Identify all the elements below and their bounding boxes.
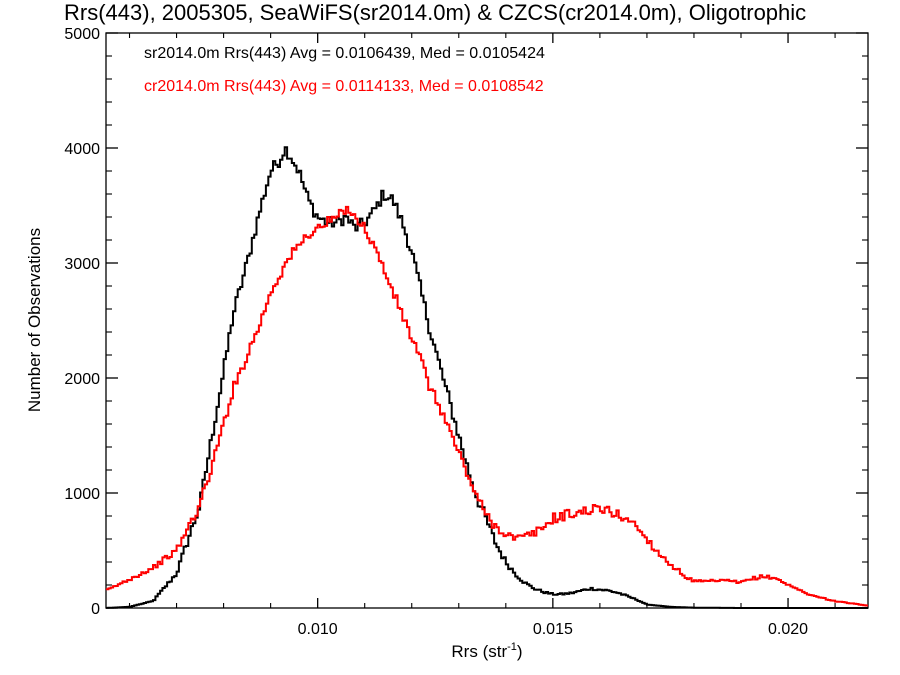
x-axis-label-superscript: -1 — [507, 641, 517, 653]
axis-tick-labels: 0.010 0.015 0.020 0 1000 2000 3000 4000 5000 — [64, 26, 808, 638]
y-tick-label: 0 — [91, 601, 100, 618]
legend-entry-sr2014: sr2014.0m Rrs(443) Avg = 0.0106439, Med … — [144, 45, 545, 62]
y-tick-label: 2000 — [64, 371, 100, 388]
series-layer — [106, 146, 868, 609]
plot-frame — [105, 32, 869, 609]
chart-title: Rrs(443), 2005305, SeaWiFS(sr2014.0m) & … — [64, 0, 806, 25]
y-tick-label: 1000 — [64, 486, 100, 503]
y-tick-label: 4000 — [64, 141, 100, 158]
x-tick-label: 0.015 — [533, 621, 573, 638]
x-axis-label: Rrs (str-1) — [451, 641, 522, 661]
axis-ticks — [106, 32, 868, 609]
x-axis-label-close: ) — [517, 642, 523, 661]
series-line-0 — [106, 146, 868, 609]
legend: sr2014.0m Rrs(443) Avg = 0.0106439, Med … — [144, 45, 545, 95]
x-tick-label: 0.010 — [298, 621, 338, 638]
legend-entry-cr2014: cr2014.0m Rrs(443) Avg = 0.0114133, Med … — [144, 78, 544, 95]
y-tick-label: 5000 — [64, 26, 100, 43]
x-tick-label: 0.020 — [768, 621, 808, 638]
series-line-1 — [106, 205, 868, 607]
x-axis-label-main: Rrs (str — [451, 642, 507, 661]
y-tick-label: 3000 — [64, 256, 100, 273]
y-axis-label: Number of Observations — [25, 228, 44, 412]
